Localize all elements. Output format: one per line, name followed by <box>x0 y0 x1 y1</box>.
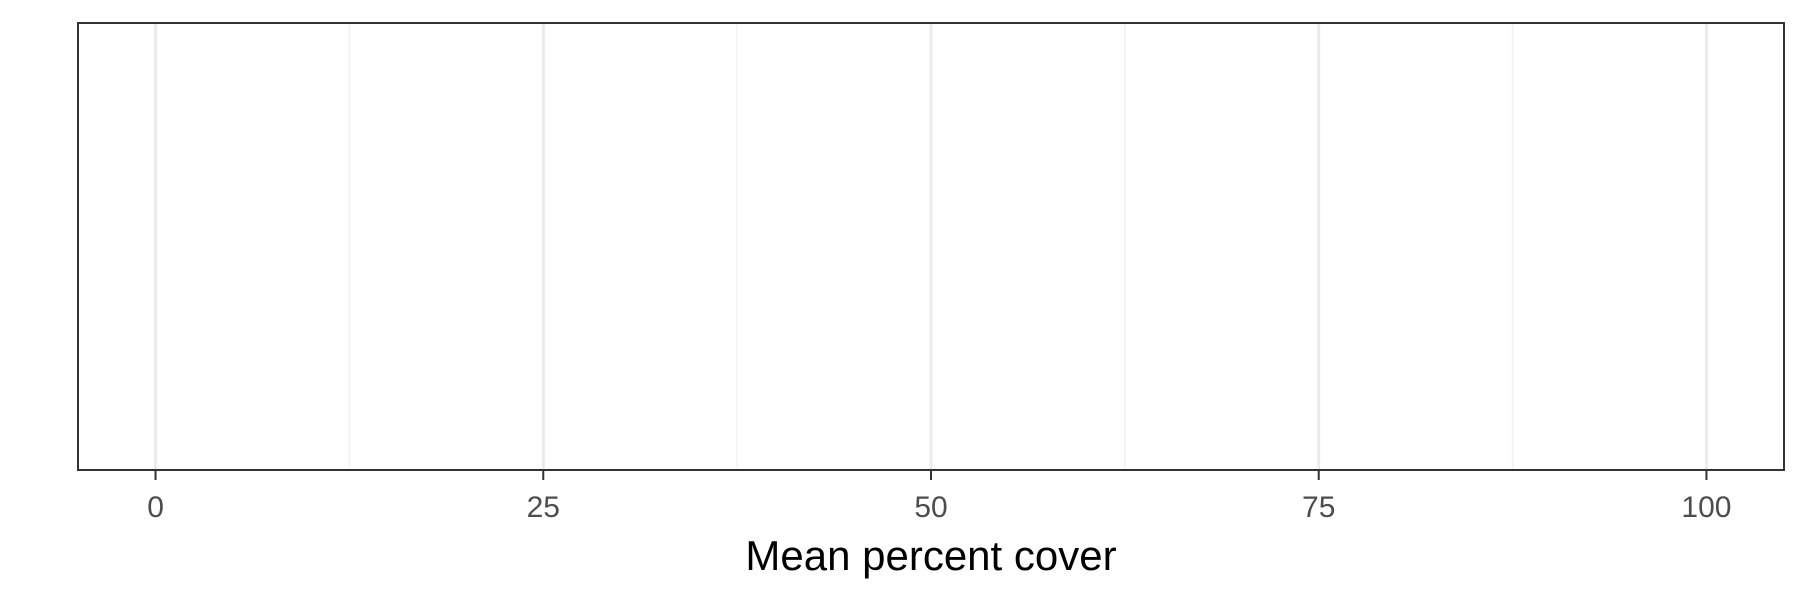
x-tick-label-4: 100 <box>1681 491 1731 524</box>
x-tick-label-1: 25 <box>527 491 560 524</box>
x-axis-ticks <box>154 470 1708 480</box>
x-tick-label-0: 0 <box>147 491 164 524</box>
major-gridlines <box>154 23 1708 470</box>
x-axis-title: Mean percent cover <box>745 532 1116 579</box>
x-tick-label-3: 75 <box>1302 491 1335 524</box>
x-axis-tick-labels: 0 25 50 75 100 <box>147 491 1731 524</box>
x-tick-label-2: 50 <box>914 491 947 524</box>
minor-gridlines <box>348 23 1514 470</box>
